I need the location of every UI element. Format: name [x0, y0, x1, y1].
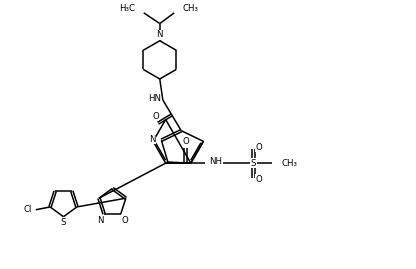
- Text: CH₃: CH₃: [282, 159, 298, 168]
- Text: O: O: [255, 175, 262, 184]
- Text: O: O: [152, 112, 159, 121]
- Text: CH₃: CH₃: [183, 4, 199, 13]
- Text: N: N: [149, 135, 156, 144]
- Text: O: O: [255, 143, 262, 152]
- Text: O: O: [182, 137, 189, 146]
- Text: H₃C: H₃C: [119, 4, 135, 13]
- Text: N: N: [156, 30, 163, 39]
- Text: Cl: Cl: [24, 205, 32, 214]
- Text: S: S: [251, 159, 256, 168]
- Text: S: S: [61, 218, 66, 227]
- Text: N: N: [97, 216, 104, 225]
- Text: O: O: [121, 216, 128, 225]
- Text: NH: NH: [209, 157, 222, 166]
- Text: HN: HN: [148, 94, 161, 103]
